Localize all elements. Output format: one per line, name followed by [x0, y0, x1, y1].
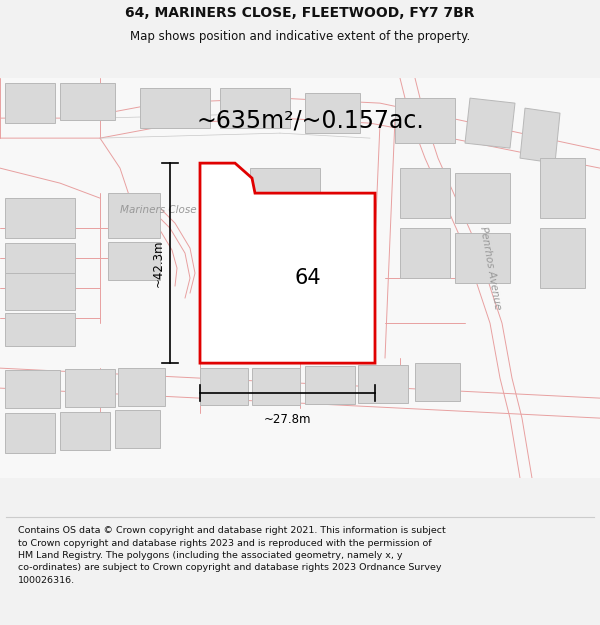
Polygon shape: [455, 233, 510, 283]
Polygon shape: [5, 370, 60, 408]
Text: Contains OS data © Crown copyright and database right 2021. This information is : Contains OS data © Crown copyright and d…: [18, 526, 446, 585]
Polygon shape: [118, 368, 165, 406]
Text: Mariners Close: Mariners Close: [120, 205, 197, 215]
Polygon shape: [305, 366, 355, 404]
Polygon shape: [400, 228, 450, 278]
Polygon shape: [200, 163, 375, 363]
Polygon shape: [5, 413, 55, 453]
Text: 64, MARINERS CLOSE, FLEETWOOD, FY7 7BR: 64, MARINERS CLOSE, FLEETWOOD, FY7 7BR: [125, 6, 475, 20]
Polygon shape: [5, 198, 75, 238]
Polygon shape: [140, 88, 210, 128]
Polygon shape: [415, 363, 460, 401]
Polygon shape: [5, 83, 55, 123]
Polygon shape: [395, 98, 455, 143]
Text: Penrhos Avenue: Penrhos Avenue: [478, 226, 502, 311]
Polygon shape: [358, 365, 408, 403]
Polygon shape: [65, 369, 115, 407]
Polygon shape: [108, 193, 160, 238]
Polygon shape: [5, 313, 75, 346]
Polygon shape: [465, 98, 515, 148]
Text: ~27.8m: ~27.8m: [264, 413, 311, 426]
Polygon shape: [60, 83, 115, 120]
Polygon shape: [540, 228, 585, 288]
Polygon shape: [455, 173, 510, 223]
Text: ~635m²/~0.157ac.: ~635m²/~0.157ac.: [196, 108, 424, 132]
Text: Map shows position and indicative extent of the property.: Map shows position and indicative extent…: [130, 30, 470, 43]
Polygon shape: [250, 168, 320, 228]
Polygon shape: [520, 108, 560, 163]
Polygon shape: [5, 273, 75, 310]
Text: ~42.3m: ~42.3m: [151, 239, 164, 287]
Polygon shape: [60, 412, 110, 450]
Polygon shape: [115, 410, 160, 448]
Polygon shape: [540, 158, 585, 218]
Polygon shape: [400, 168, 450, 218]
Polygon shape: [250, 238, 320, 293]
Polygon shape: [252, 368, 300, 405]
Polygon shape: [200, 368, 248, 405]
Polygon shape: [5, 243, 75, 273]
Polygon shape: [220, 88, 290, 128]
Polygon shape: [305, 93, 360, 133]
Text: 64: 64: [294, 268, 321, 288]
Polygon shape: [108, 242, 160, 280]
